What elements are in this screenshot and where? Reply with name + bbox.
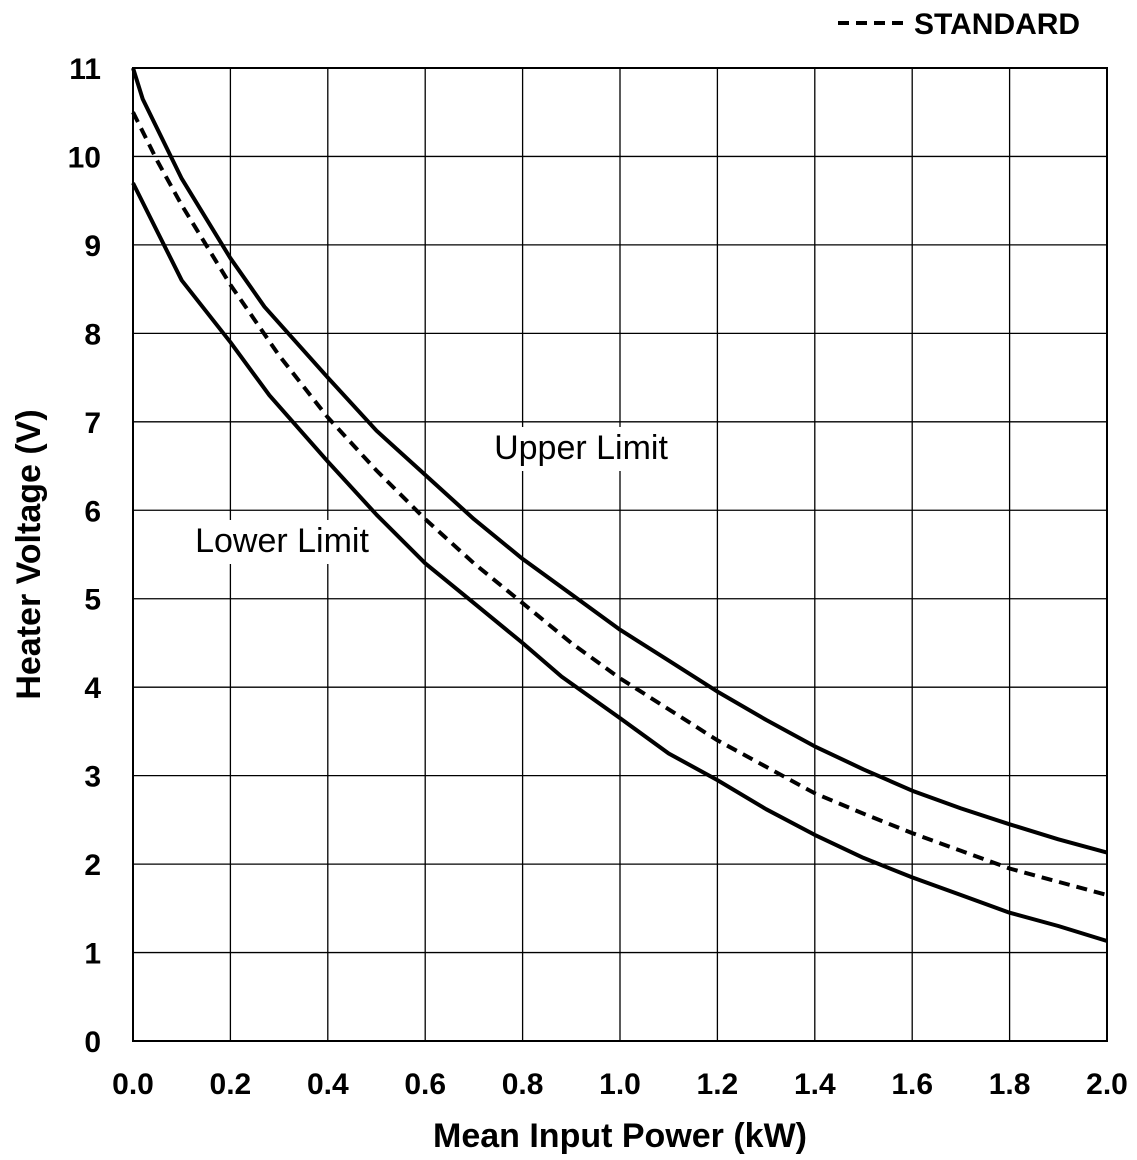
plot-area-frame — [132, 67, 1108, 1042]
x-axis-title: Mean Input Power (kW) — [433, 1117, 807, 1155]
annotation-label: Upper Limit — [494, 429, 668, 467]
y-tick-label: 10 — [68, 141, 101, 174]
x-tick-label: 0.4 — [307, 1068, 349, 1101]
series-line-standard — [131, 111, 1108, 897]
y-tick-label: 9 — [84, 230, 101, 263]
y-tick-labels: 0 1 2 3 4 5 6 7 8 9 10 11 — [68, 53, 102, 1059]
annotation-background — [478, 427, 684, 471]
series-line-upper-limit — [131, 67, 1108, 855]
y-tick-label: 7 — [84, 407, 101, 440]
x-tick-label: 0.8 — [502, 1068, 544, 1101]
y-tick-label: 6 — [84, 495, 101, 528]
series-line-lower-limit — [131, 182, 1108, 943]
y-tick-label: 5 — [84, 584, 101, 617]
x-tick-label: 0.6 — [404, 1068, 446, 1101]
x-tick-label: 2.0 — [1086, 1068, 1128, 1101]
annotation-background — [179, 520, 385, 564]
x-tick-label: 0.0 — [112, 1068, 154, 1101]
y-tick-label: 4 — [84, 672, 101, 705]
x-tick-label: 1.8 — [989, 1068, 1031, 1101]
grid — [133, 68, 1107, 1041]
y-tick-label: 0 — [84, 1026, 101, 1059]
series-lines — [131, 67, 1108, 943]
legend-label-standard: STANDARD — [914, 8, 1080, 41]
legend: STANDARD — [838, 8, 1080, 41]
x-tick-label: 1.6 — [891, 1068, 933, 1101]
x-tick-label: 1.0 — [599, 1068, 641, 1101]
y-tick-label: 11 — [69, 53, 101, 86]
annotations: Upper Limit Lower Limit — [179, 427, 684, 564]
y-tick-label: 8 — [84, 318, 101, 351]
x-tick-label: 1.4 — [794, 1068, 836, 1101]
y-tick-label: 3 — [84, 761, 101, 794]
y-tick-label: 2 — [84, 849, 101, 882]
x-tick-label: 1.2 — [697, 1068, 739, 1101]
y-axis-title: Heater Voltage (V) — [10, 409, 48, 699]
y-tick-label: 1 — [84, 938, 101, 971]
annotation-label: Lower Limit — [195, 522, 369, 560]
x-tick-labels: 0.0 0.2 0.4 0.6 0.8 1.0 1.2 1.4 1.6 1.8 2.0 — [112, 1068, 1128, 1101]
x-tick-label: 0.2 — [210, 1068, 252, 1101]
